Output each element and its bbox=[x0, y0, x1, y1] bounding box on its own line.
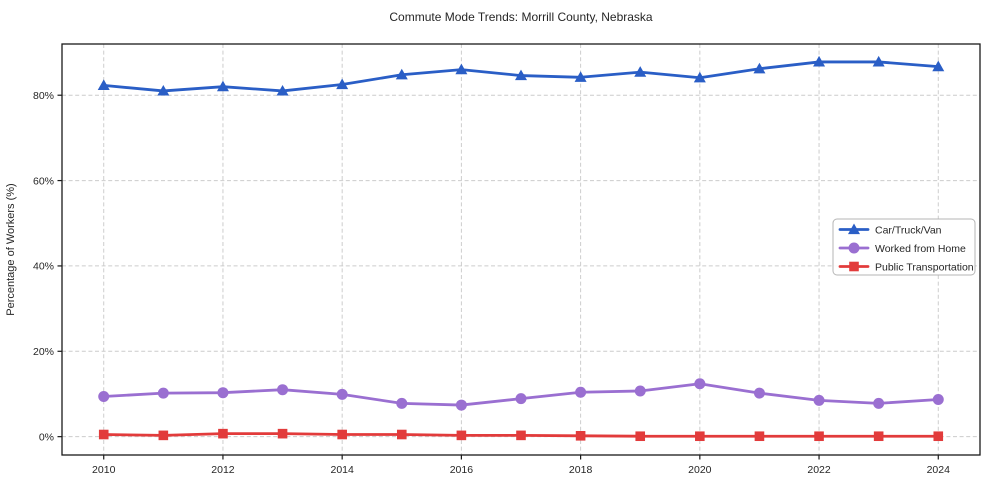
data-point-public-transportation bbox=[337, 429, 347, 440]
data-point-worked-from-home bbox=[336, 388, 348, 400]
data-point-public-transportation bbox=[218, 428, 228, 439]
series-car-truck-van bbox=[97, 55, 945, 96]
data-point-worked-from-home bbox=[157, 387, 169, 399]
x-tick-label: 2022 bbox=[807, 464, 831, 476]
data-point-car-truck-van bbox=[336, 78, 349, 90]
legend-entry-car-truck-van: Car/Truck/Van bbox=[838, 223, 942, 236]
data-point-car-truck-van bbox=[97, 79, 110, 90]
legend-box bbox=[832, 218, 976, 276]
y-tick-label: 20% bbox=[33, 346, 54, 358]
data-point-worked-from-home bbox=[753, 387, 765, 399]
data-point-car-truck-van bbox=[395, 68, 408, 80]
x-tick-label: 2016 bbox=[450, 464, 474, 476]
data-point-public-transportation bbox=[575, 430, 586, 441]
x-tick-label: 2024 bbox=[927, 464, 951, 476]
data-point-worked-from-home bbox=[575, 386, 587, 398]
data-point-public-transportation bbox=[873, 431, 884, 442]
x-tick-label: 2020 bbox=[688, 464, 712, 476]
data-point-car-truck-van bbox=[276, 84, 289, 96]
data-point-worked-from-home bbox=[98, 391, 110, 403]
data-point-public-transportation bbox=[158, 430, 169, 441]
x-tick-label: 2012 bbox=[211, 464, 235, 476]
data-point-worked-from-home bbox=[813, 394, 825, 406]
data-point-public-transportation bbox=[933, 431, 944, 442]
data-point-car-truck-van bbox=[932, 60, 945, 72]
data-point-worked-from-home bbox=[515, 393, 527, 405]
data-point-worked-from-home bbox=[217, 387, 229, 399]
x-tick-label: 2010 bbox=[92, 464, 116, 476]
data-point-car-truck-van bbox=[753, 62, 766, 74]
data-point-worked-from-home bbox=[932, 394, 944, 406]
x-tick-label: 2014 bbox=[330, 464, 354, 476]
data-point-public-transportation bbox=[814, 431, 824, 442]
legend-marker-triangle bbox=[848, 223, 860, 235]
data-point-public-transportation bbox=[635, 431, 646, 442]
data-point-worked-from-home bbox=[277, 384, 289, 396]
data-point-car-truck-van bbox=[813, 55, 826, 67]
data-point-car-truck-van bbox=[515, 69, 527, 81]
legend-entry-worked-from-home: Worked from Home bbox=[838, 242, 966, 255]
legend-label: Car/Truck/Van bbox=[875, 224, 942, 236]
plot-frame bbox=[61, 43, 981, 456]
y-tick-label: 40% bbox=[33, 261, 54, 273]
legend: Car/Truck/Van Worked from Home Public Tran… bbox=[832, 218, 976, 276]
data-point-car-truck-van bbox=[693, 71, 706, 83]
data-point-car-truck-van bbox=[216, 80, 229, 92]
data-point-public-transportation bbox=[277, 428, 288, 439]
data-point-worked-from-home bbox=[634, 385, 646, 397]
legend-entry-public-transportation: Public Transportation bbox=[838, 261, 974, 273]
data-point-public-transportation bbox=[516, 430, 526, 441]
series-worked-from-home bbox=[98, 378, 944, 411]
data-point-public-transportation bbox=[695, 431, 705, 442]
series-public-transportation bbox=[98, 428, 944, 442]
data-point-public-transportation bbox=[754, 431, 765, 442]
data-point-worked-from-home bbox=[396, 397, 408, 409]
legend-label: Public Transportation bbox=[875, 261, 974, 273]
y-tick-label: 60% bbox=[33, 175, 54, 187]
y-tick-label: 0% bbox=[39, 431, 54, 443]
y-axis-label: Percentage of Workers (%) bbox=[5, 183, 17, 315]
tick-layer: 0% 20% 40% 60% 80% 2010 2012 2014 2016 2018 2020 20… bbox=[33, 90, 950, 476]
data-point-public-transportation bbox=[98, 429, 109, 440]
data-point-public-transportation bbox=[396, 429, 407, 440]
data-point-car-truck-van bbox=[872, 55, 885, 67]
data-point-public-transportation bbox=[456, 430, 467, 441]
legend-label: Worked from Home bbox=[875, 243, 966, 255]
series-layer bbox=[97, 55, 945, 442]
data-point-car-truck-van bbox=[157, 84, 170, 96]
legend-marker-square bbox=[849, 261, 859, 272]
legend-marker-circle bbox=[848, 242, 860, 254]
data-point-car-truck-van bbox=[574, 71, 587, 82]
data-point-worked-from-home bbox=[694, 378, 706, 390]
x-tick-label: 2018 bbox=[569, 464, 593, 476]
y-tick-label: 80% bbox=[33, 90, 54, 102]
data-point-car-truck-van bbox=[455, 63, 468, 75]
data-point-worked-from-home bbox=[455, 399, 467, 411]
data-point-car-truck-van bbox=[634, 66, 647, 77]
data-point-worked-from-home bbox=[873, 397, 885, 409]
chart-title: Commute Mode Trends: Morrill County, Neb… bbox=[389, 10, 653, 24]
